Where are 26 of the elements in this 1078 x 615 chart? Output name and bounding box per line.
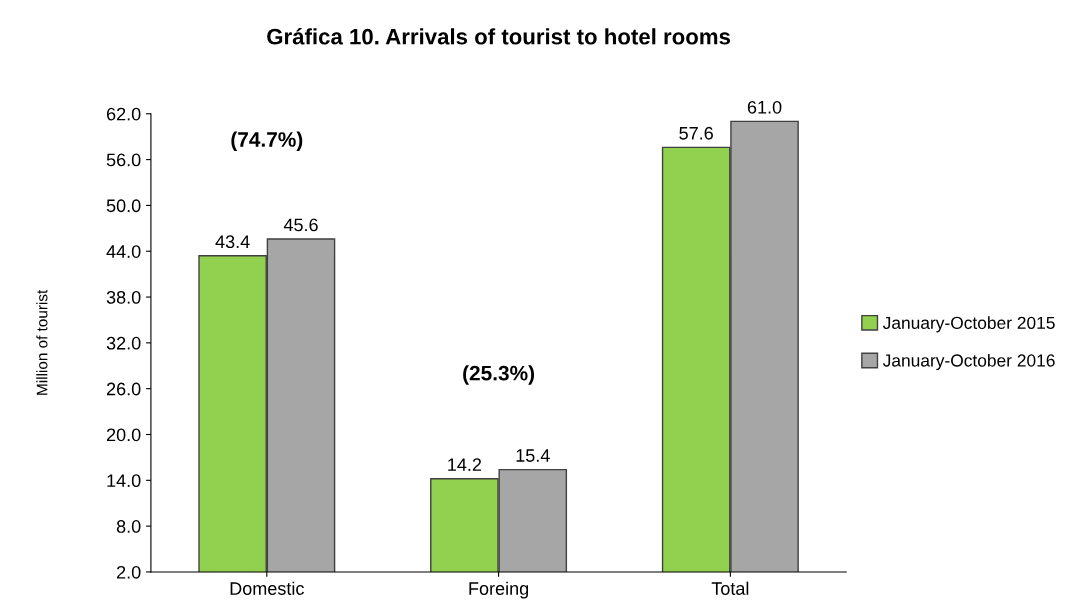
y-tick-label: 26.0 [106, 382, 141, 396]
data-label: 45.6 [283, 218, 318, 232]
y-tick-label: 56.0 [106, 153, 141, 167]
annotation: (25.3%) [463, 365, 535, 385]
y-axis-title: Million of tourist [36, 289, 48, 395]
y-tick-label: 8.0 [116, 520, 141, 533]
y-tick-label: 32.0 [106, 336, 141, 350]
x-tick-label: Domestic [230, 581, 304, 595]
y-tick-label: 14.0 [107, 474, 141, 488]
x-tick-label: Foreing [469, 581, 529, 599]
annotation: (74.7%) [231, 131, 303, 151]
y-tick-label: 62.0 [106, 107, 141, 121]
data-label: 43.4 [215, 235, 250, 249]
chart-title: Gráfica 10. Arrivals of tourist to hotel rooms [267, 28, 731, 45]
data-label: 15.4 [516, 449, 550, 462]
y-tick-label: 44.0 [106, 245, 141, 258]
y-tick-label: 2.0 [117, 565, 141, 579]
legend-label: January-October 2015 [882, 316, 1055, 333]
data-label: 57.6 [679, 126, 713, 140]
legend-label: January-October 2016 [882, 353, 1055, 371]
y-tick-label: 38.0 [106, 290, 141, 304]
data-label: 14.2 [448, 458, 482, 471]
y-tick-label: 20.0 [106, 428, 141, 442]
y-tick-label: 50.0 [106, 199, 141, 213]
x-tick-label: Total [711, 581, 749, 595]
data-label: 61.0 [747, 100, 782, 114]
